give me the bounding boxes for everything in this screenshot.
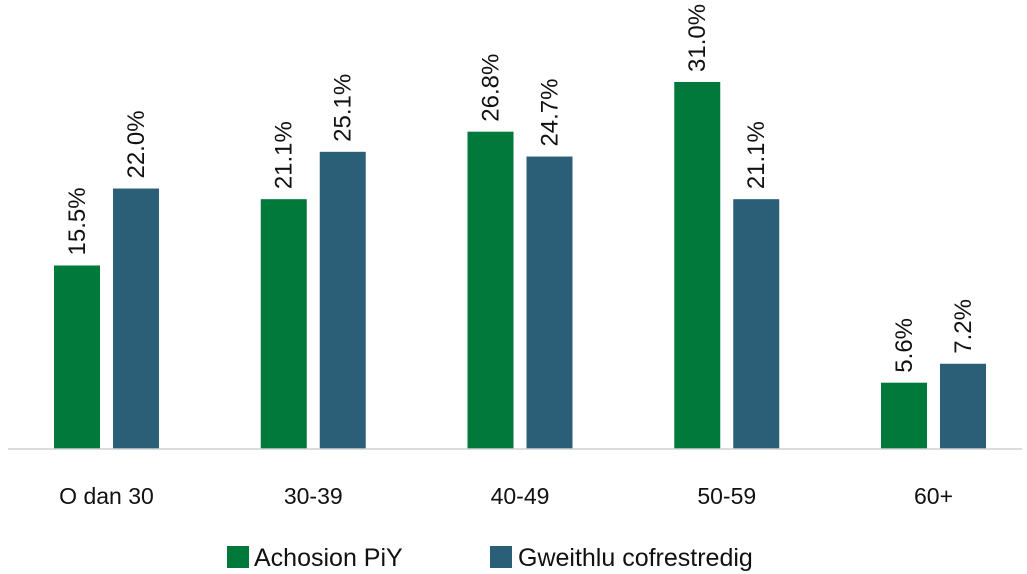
bar-achosion-piy-40-49 [467,131,514,450]
bar-gweithlu-cofrestredig-40-49 [526,156,573,449]
data-label-achosion-piy-50-59: 31.0% [684,4,711,72]
data-label-achosion-piy-o-dan-30: 15.5% [64,187,91,255]
data-label-gweithlu-cofrestredig-50-59: 21.1% [743,121,770,189]
category-labels: O dan 30 30-39 40-49 50-59 60+ [59,483,953,509]
legend-swatch-achosion-piy [227,546,249,568]
legend-swatch-gweithlu-cofrestredig [490,546,512,568]
data-label-achosion-piy-30-39: 21.1% [271,121,298,189]
category-label-40-49: 40-49 [491,483,550,509]
data-label-achosion-piy-60: 5.6% [891,318,918,373]
data-label-gweithlu-cofrestredig-60: 7.2% [950,299,977,354]
category-label-30-39: 30-39 [284,483,343,509]
bar-achosion-piy-30-39 [260,199,307,449]
bars-layer: 15.5% 22.0% 21.1% 25.1% 26.8% 24.7% 31.0% 21.1%… [54,4,986,450]
bar-gweithlu-cofrestredig-o-dan-30 [113,188,159,449]
bar-achosion-piy-60 [881,382,927,449]
bar-gweithlu-cofrestredig-50-59 [733,199,780,449]
bar-achosion-piy-50-59 [674,81,721,450]
category-label-50-59: 50-59 [697,483,756,509]
data-label-gweithlu-cofrestredig-40-49: 24.7% [537,78,564,146]
legend-label-achosion-piy: Achosion PiY [254,544,403,572]
data-label-gweithlu-cofrestredig-o-dan-30: 22.0% [123,110,150,178]
category-label-60: 60+ [914,483,953,509]
legend: Achosion PiY Gweithlu cofrestredig [227,544,753,572]
bar-gweithlu-cofrestredig-30-39 [319,151,366,450]
data-label-achosion-piy-40-49: 26.8% [478,54,505,122]
bar-achosion-piy-o-dan-30 [54,265,100,449]
bar-gweithlu-cofrestredig-60 [940,363,986,449]
legend-label-gweithlu-cofrestredig: Gweithlu cofrestredig [518,544,753,572]
category-label-o-dan-30: O dan 30 [59,483,154,509]
data-label-gweithlu-cofrestredig-30-39: 25.1% [330,74,357,142]
